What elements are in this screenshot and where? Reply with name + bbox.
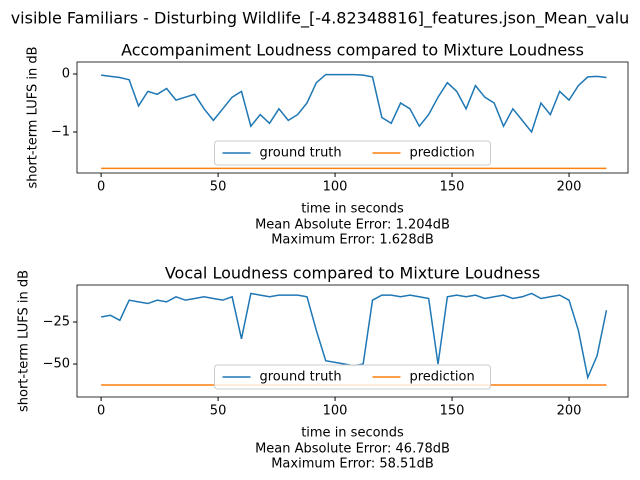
x-tick-label: 150 — [440, 180, 465, 195]
legend-label: prediction — [410, 146, 475, 161]
x-tick-label: 100 — [323, 180, 348, 195]
y-axis-label: short-term LUFS in dB — [26, 46, 41, 188]
y-tick-label: −50 — [43, 357, 70, 372]
x-axis-label: time in seconds — [301, 426, 404, 441]
x-tick-label: 100 — [323, 404, 348, 419]
x-tick-label: 0 — [97, 180, 105, 195]
x-tick-label: 200 — [557, 180, 582, 195]
axes-frame — [76, 284, 629, 398]
y-tick-label: −1 — [51, 124, 70, 139]
y-tick-label: −25 — [43, 315, 70, 330]
x-tick-label: 150 — [440, 404, 465, 419]
x-tick-label: 0 — [97, 404, 105, 419]
y-tick-label: 0 — [62, 67, 70, 82]
axes-title: Vocal Loudness compared to Mixture Loudn… — [165, 264, 540, 283]
legend-box — [214, 364, 491, 390]
x-tick-label: 200 — [557, 404, 582, 419]
figure-title: visible Familiars - Disturbing Wildlife_… — [11, 9, 630, 29]
legend-label: ground truth — [260, 370, 342, 385]
axes-frame — [76, 61, 629, 174]
series-line — [101, 73, 607, 134]
legend-label: ground truth — [260, 146, 342, 161]
annotation: Maximum Error: 58.51dB — [271, 457, 434, 472]
axes-title: Accompaniment Loudness compared to Mixtu… — [121, 41, 584, 60]
x-tick-label: 50 — [210, 404, 227, 419]
x-tick-label: 50 — [210, 180, 227, 195]
legend-box — [214, 140, 491, 166]
annotation: Mean Absolute Error: 1.204dB — [255, 218, 450, 233]
legend-label: prediction — [410, 370, 475, 385]
x-axis-label: time in seconds — [301, 202, 404, 217]
annotation: Mean Absolute Error: 46.78dB — [255, 442, 450, 457]
annotation: Maximum Error: 1.628dB — [271, 233, 434, 248]
y-axis-label: short-term LUFS in dB — [17, 270, 32, 412]
